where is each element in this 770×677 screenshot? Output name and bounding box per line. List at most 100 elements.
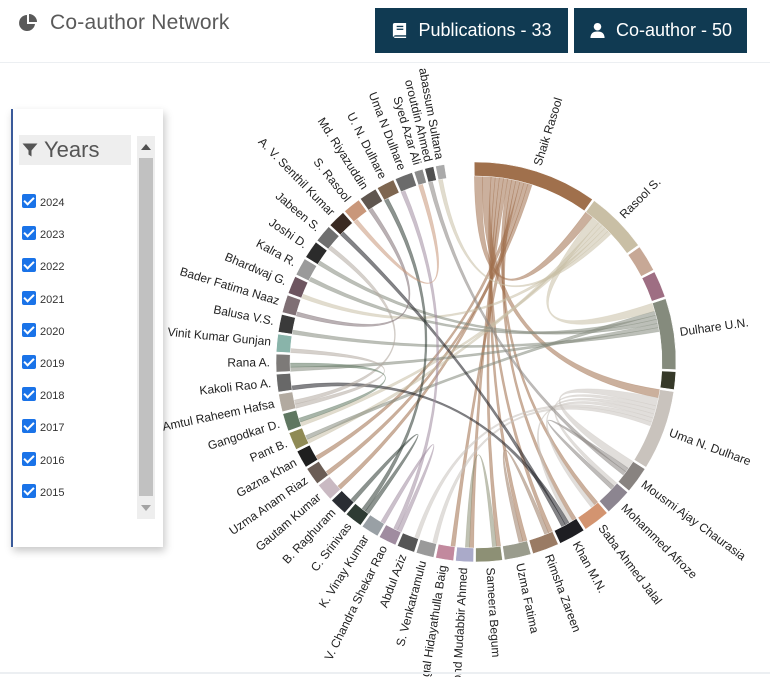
node-label: Khan M.N.	[570, 539, 610, 595]
node-label: Balusa V.S.	[212, 302, 275, 328]
year-checkbox[interactable]	[22, 355, 36, 369]
chord-arc[interactable]	[275, 333, 293, 353]
year-checkbox[interactable]	[22, 226, 36, 241]
chord-arc[interactable]	[377, 179, 400, 201]
chord-arc[interactable]	[378, 524, 402, 546]
year-item[interactable]: 2024	[22, 193, 64, 209]
year-item[interactable]: 2023	[22, 225, 64, 241]
year-checkbox[interactable]	[22, 258, 36, 273]
scroll-up-icon[interactable]	[141, 144, 151, 150]
chord-arc[interactable]	[305, 241, 328, 265]
chord-arc[interactable]	[474, 161, 593, 212]
year-item[interactable]: 2017	[22, 418, 64, 434]
chord-arc[interactable]	[316, 226, 340, 250]
years-filter-panel: Years 2024 2023 2022 2021 2020 2019 2018 2017 20…	[11, 109, 163, 547]
node-label: Shaik Rasool	[531, 96, 566, 168]
scroll-thumb[interactable]	[139, 158, 153, 496]
chord-arc[interactable]	[276, 373, 293, 393]
year-label: 2016	[40, 454, 65, 467]
chord-arc[interactable]	[275, 353, 291, 373]
chord-arc[interactable]	[397, 532, 419, 553]
chord-arc[interactable]	[577, 502, 608, 530]
year-label: 2022	[40, 261, 65, 274]
chord-arc[interactable]	[360, 188, 383, 211]
chord-arc[interactable]	[277, 314, 296, 335]
chord-link[interactable]	[380, 444, 435, 533]
chord-arc[interactable]	[287, 276, 309, 299]
chord-arc[interactable]	[633, 389, 675, 468]
years-filter-title: Years	[44, 137, 100, 162]
node-label: Rana A.	[227, 355, 270, 369]
chord-arc[interactable]	[641, 271, 666, 302]
chord-arc[interactable]	[345, 503, 369, 526]
chord-arc[interactable]	[424, 166, 437, 183]
scrollbar[interactable]	[137, 136, 155, 519]
chord-arc[interactable]	[599, 482, 629, 512]
chord-arc[interactable]	[394, 172, 417, 193]
year-label: 2024	[40, 197, 65, 209]
year-item[interactable]: 2016	[22, 451, 64, 467]
year-label: 2023	[40, 229, 65, 242]
chord-arc[interactable]	[281, 294, 302, 317]
node-label: Kakoli Rao A.	[199, 376, 272, 398]
node-label: Dulhare U.N.	[679, 315, 750, 339]
year-item[interactable]: 2018	[22, 386, 64, 402]
chord-arc[interactable]	[475, 546, 503, 563]
year-checkbox[interactable]	[22, 451, 36, 466]
year-label: 2015	[40, 486, 65, 499]
chord-arc[interactable]	[502, 540, 532, 561]
chord-arc[interactable]	[282, 409, 302, 432]
year-checkbox[interactable]	[22, 194, 36, 208]
year-label: 2020	[40, 325, 65, 338]
chord-arc[interactable]	[331, 490, 355, 514]
chord-arc[interactable]	[435, 164, 447, 181]
year-item[interactable]: 2022	[22, 257, 64, 273]
node-label: Rasool S.	[617, 175, 664, 222]
footer-divider	[0, 672, 770, 674]
coauthor-label: Co-author - 50	[615, 20, 733, 40]
pie-chart-icon	[19, 14, 37, 31]
chord-arc[interactable]	[585, 200, 639, 254]
chord-links	[289, 175, 661, 549]
year-item[interactable]: 2020	[22, 322, 64, 338]
chord-arc[interactable]	[652, 298, 677, 370]
chord-arc[interactable]	[306, 461, 329, 484]
year-checkbox[interactable]	[22, 290, 36, 305]
chord-arc[interactable]	[295, 258, 317, 282]
publications-label: Publications - 33	[418, 20, 552, 40]
chord-arc[interactable]	[553, 518, 585, 544]
user-icon	[590, 22, 605, 39]
page-title: Co-author Network	[50, 11, 230, 34]
chord-arc[interactable]	[413, 168, 427, 186]
chord-arc[interactable]	[278, 391, 297, 413]
publications-button[interactable]: Publications - 33	[375, 8, 568, 53]
chord-arc[interactable]	[329, 212, 353, 236]
chord-arc[interactable]	[528, 531, 559, 555]
year-label: 2019	[40, 358, 65, 370]
chord-arc[interactable]	[627, 246, 654, 277]
chord-arcs	[275, 161, 677, 563]
year-item[interactable]: 2015	[22, 483, 64, 499]
chord-arc[interactable]	[344, 199, 368, 223]
page-title-group: Co-author Network	[18, 10, 230, 36]
year-checkbox[interactable]	[22, 483, 36, 498]
chord-arc[interactable]	[455, 546, 474, 563]
chord-arc[interactable]	[617, 461, 646, 492]
chord-arc[interactable]	[361, 514, 385, 537]
chord-arc[interactable]	[318, 476, 341, 500]
book-icon	[393, 22, 407, 39]
node-label: Mohd Mudabbir Ahmed	[449, 567, 470, 677]
chord-arc[interactable]	[415, 539, 437, 558]
year-label: 2018	[40, 390, 65, 403]
year-item[interactable]: 2021	[22, 290, 64, 306]
year-checkbox[interactable]	[22, 419, 36, 434]
year-checkbox[interactable]	[22, 387, 36, 402]
chord-arc[interactable]	[659, 370, 677, 390]
scroll-down-icon[interactable]	[141, 505, 151, 511]
chord-arc[interactable]	[296, 444, 319, 468]
coauthor-button[interactable]: Co-author - 50	[574, 8, 747, 53]
year-checkbox[interactable]	[22, 322, 36, 337]
chord-arc[interactable]	[435, 543, 456, 562]
year-item[interactable]: 2019	[22, 354, 64, 370]
chord-arc[interactable]	[288, 427, 310, 450]
